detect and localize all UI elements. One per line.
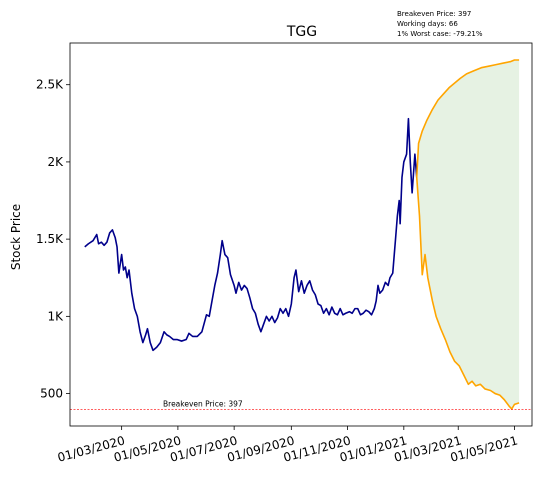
info-line: Working days: 66: [397, 20, 458, 28]
info-box: Breakeven Price: 397 Working days: 66 1% W…: [397, 10, 483, 38]
info-line: Breakeven Price: 397: [397, 10, 471, 18]
y-tick-label: 2K: [47, 155, 64, 169]
projection-lower-line: [415, 177, 520, 410]
breakeven-layer: Breakeven Price: 397: [70, 399, 532, 410]
y-tick-label: 1K: [47, 309, 64, 323]
y-axis-label: Stock Price: [9, 204, 23, 270]
info-line: 1% Worst case: -79.21%: [397, 30, 483, 38]
y-tick-label: 1.5K: [36, 232, 64, 246]
plot-frame: [69, 42, 533, 427]
projection-range-fill: [416, 59, 520, 410]
y-tick-label: 500: [40, 387, 63, 401]
y-axis: 500 1K 1.5K 2K 2.5K: [36, 78, 70, 401]
breakeven-label: Breakeven Price: 397: [163, 399, 243, 408]
projection-upper-line: [415, 59, 520, 178]
chart-title: TGG: [286, 24, 317, 40]
x-axis: 01/03/202001/05/202001/07/202001/09/2020…: [56, 426, 519, 465]
y-tick-label: 2.5K: [36, 78, 64, 92]
series-layer: [84, 59, 520, 410]
projection-fill-layer: [416, 59, 520, 410]
historical-price-line: [84, 117, 418, 352]
